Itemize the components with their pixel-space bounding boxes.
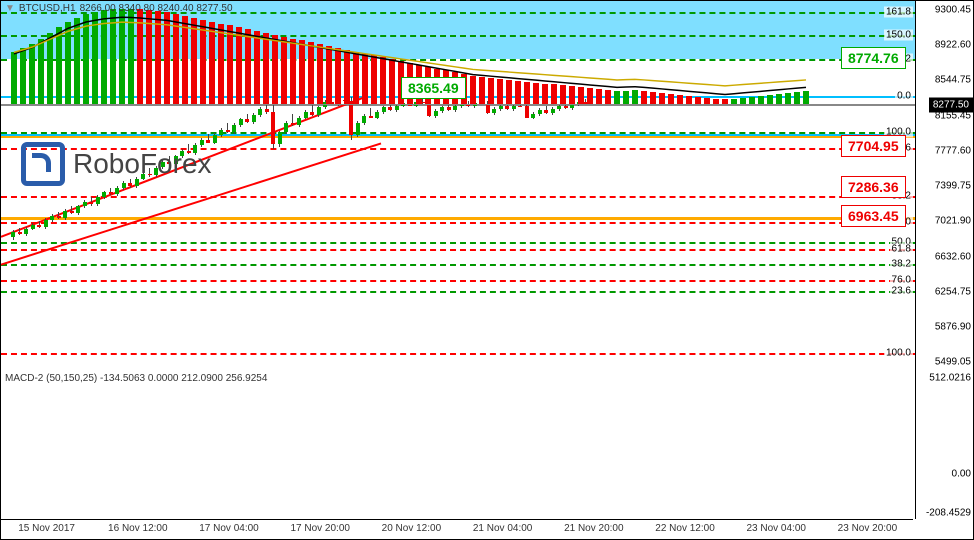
macd-title: MACD-2 (50,150,25) -134.5063 0.0000 212.… [5, 373, 267, 384]
price-annotation: 7286.36 [841, 176, 906, 198]
macd-y-tick: 0.00 [952, 469, 971, 480]
y-axis-price: 8277.509300.458922.608544.758155.457777.… [915, 1, 973, 371]
fib-label: 0.0 [895, 91, 913, 102]
y-tick: 8544.75 [935, 75, 971, 86]
x-tick: 21 Nov 04:00 [457, 520, 548, 539]
fib-level [1, 291, 915, 293]
y-tick: 6632.60 [935, 251, 971, 262]
fib-level [1, 222, 915, 224]
fib-label: 100.0 [884, 348, 913, 359]
fib-label: 61.8 [890, 243, 913, 254]
y-tick: 7777.60 [935, 146, 971, 157]
x-tick: 21 Nov 20:00 [548, 520, 639, 539]
logo-icon [21, 142, 65, 186]
chart-title: ▼ BTCUSD,H1 8266.00 8340.80 8240.40 8277… [5, 3, 233, 14]
fib-level [1, 249, 915, 251]
symbol-label: BTCUSD,H1 [19, 3, 76, 14]
x-tick: 17 Nov 04:00 [183, 520, 274, 539]
y-tick: 6254.75 [935, 286, 971, 297]
fib-level [1, 264, 915, 266]
y-tick: 8155.45 [935, 111, 971, 122]
support-line [1, 217, 915, 220]
x-axis-time: 15 Nov 201716 Nov 12:0017 Nov 04:0017 No… [1, 519, 913, 539]
x-tick: 17 Nov 20:00 [275, 520, 366, 539]
fib-level [1, 242, 915, 244]
y-tick: 7399.75 [935, 181, 971, 192]
price-annotation: 8774.76 [841, 47, 906, 69]
y-tick: 9300.45 [935, 5, 971, 16]
fib-level [1, 196, 915, 198]
y-tick: 8922.60 [935, 40, 971, 51]
x-tick: 23 Nov 04:00 [731, 520, 822, 539]
price-annotation: 7704.95 [841, 135, 906, 157]
macd-y-tick: 512.0216 [929, 373, 971, 384]
y-tick: 5876.90 [935, 321, 971, 332]
fib-level [1, 353, 915, 355]
x-tick: 22 Nov 12:00 [639, 520, 730, 539]
fib-label: 23.6 [890, 285, 913, 296]
roboforex-logo: RoboForex [21, 142, 212, 186]
price-annotation: 6963.45 [841, 205, 906, 227]
y-axis-macd: 512.0216 0.00 -208.4529 [915, 371, 973, 519]
ohlc-label: 8266.00 8340.80 8240.40 8277.50 [80, 3, 233, 14]
y-tick: 5499.05 [935, 356, 971, 367]
fib-label: 76.0 [890, 275, 913, 286]
chart-container: ▼ BTCUSD,H1 8266.00 8340.80 8240.40 8277… [0, 0, 974, 540]
price-annotation: 8365.49 [401, 77, 466, 99]
fib-label: 150.0 [884, 30, 913, 41]
y-tick: 7021.90 [935, 215, 971, 226]
x-tick: 20 Nov 12:00 [366, 520, 457, 539]
x-tick: 16 Nov 12:00 [92, 520, 183, 539]
fib-label: 161.8 [884, 6, 913, 17]
x-tick: 15 Nov 2017 [1, 520, 92, 539]
logo-text: RoboForex [73, 148, 212, 180]
x-tick: 23 Nov 20:00 [822, 520, 913, 539]
macd-y-tick: -208.4529 [926, 508, 971, 519]
fib-label: 38.2 [890, 259, 913, 270]
fib-level [1, 280, 915, 282]
